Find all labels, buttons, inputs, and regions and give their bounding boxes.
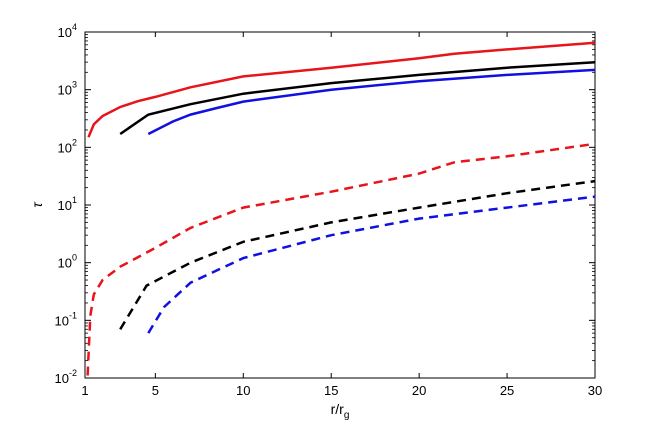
x-tick-label: 30 [588,383,602,398]
series-line-2 [119,60,596,136]
x-axis-label: r/rg [331,401,350,421]
x-tick-label: 25 [500,383,514,398]
series-line-1 [87,41,596,138]
y-axis-ticks: 10-2 10-1 100 101 102 103 104 [55,22,595,386]
y-tick-label: 100 [58,253,77,271]
x-tick-label: 20 [412,383,426,398]
series-line-5 [119,179,596,330]
x-axis-label-sub: g [344,410,350,421]
x-axis-ticks: 1 5 10 15 20 25 30 [81,32,602,398]
y-axis-label: τ [29,202,45,208]
y-tick-label: 103 [58,80,77,98]
y-tick-label: 104 [58,22,77,40]
series-line-6 [147,195,596,334]
series-line-3 [147,68,596,136]
series-line-4 [86,142,596,376]
x-tick-label: 10 [236,383,250,398]
x-tick-label: 15 [324,383,338,398]
y-tick-label: 10-2 [55,368,77,386]
x-tick-label: 5 [152,383,159,398]
y-tick-label: 10-1 [55,310,77,328]
x-tick-label: 1 [81,383,88,398]
x-axis-label-main: r/r [331,401,345,417]
series-lines [86,41,596,376]
y-tick-label: 102 [58,137,77,155]
y-tick-label: 101 [58,195,77,213]
